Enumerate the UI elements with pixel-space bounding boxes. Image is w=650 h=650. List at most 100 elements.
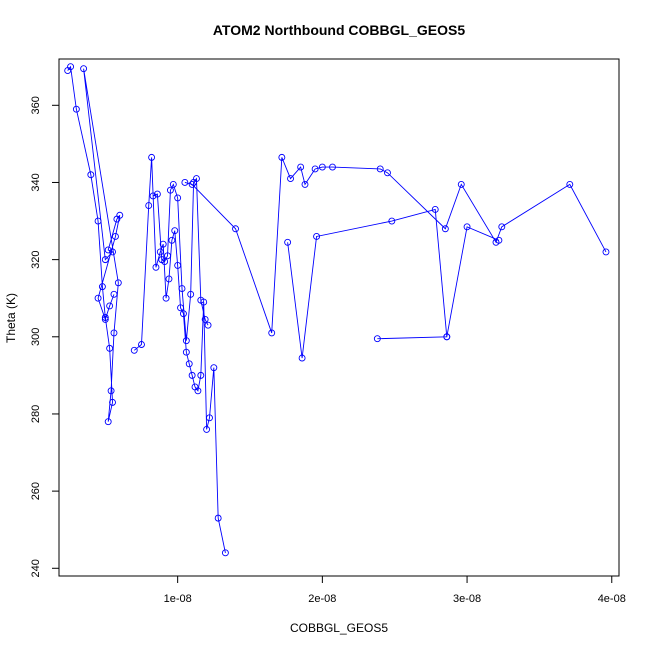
data-point [602, 248, 610, 256]
data-point [165, 275, 173, 283]
x-tick-label: 2e-08 [308, 593, 336, 605]
data-point [94, 294, 102, 302]
data-point [161, 258, 169, 266]
y-tick-label: 320 [30, 250, 42, 268]
data-point [313, 233, 321, 240]
data-point [174, 194, 182, 202]
data-point [166, 186, 174, 194]
data-point [284, 238, 292, 246]
data-point [221, 549, 229, 557]
data-point [182, 337, 190, 345]
data-point [201, 315, 209, 323]
data-point [178, 285, 186, 293]
data-point [153, 190, 161, 198]
y-tick-label: 360 [30, 96, 42, 114]
data-point [495, 236, 503, 244]
data-point [318, 163, 326, 171]
series-line [67, 65, 121, 422]
data-point [116, 211, 124, 219]
series [64, 63, 124, 426]
data-point [214, 514, 222, 522]
series-line [152, 177, 209, 341]
data-point [181, 179, 189, 186]
series-layer [64, 63, 610, 557]
data-point [194, 387, 202, 395]
data-point [106, 344, 114, 352]
data-point [301, 180, 309, 188]
data-point [431, 206, 439, 213]
y-tick-label: 340 [30, 173, 42, 191]
series-line [133, 157, 226, 553]
data-point [232, 225, 239, 233]
plot-frame [58, 58, 620, 577]
data-point [111, 233, 119, 240]
series-line [184, 157, 607, 334]
y-tick-label: 300 [30, 328, 42, 346]
y-tick-label: 260 [30, 482, 42, 500]
data-point [164, 252, 171, 260]
data-point [72, 105, 80, 113]
data-point [87, 171, 95, 179]
data-point [159, 240, 167, 248]
data-point [152, 263, 160, 271]
x-tick-label: 1e-08 [164, 593, 192, 605]
data-point [80, 65, 88, 73]
data-point [185, 360, 193, 368]
data-point [188, 371, 196, 379]
data-point [169, 180, 177, 188]
data-point [104, 418, 112, 426]
data-point [98, 283, 106, 291]
x-tick-label: 4e-08 [598, 593, 626, 605]
data-point [498, 223, 506, 231]
data-point [106, 302, 114, 310]
data-point [197, 371, 205, 379]
data-point [67, 63, 75, 71]
data-point [311, 165, 319, 173]
data-point [130, 346, 138, 354]
y-tick-label: 280 [30, 405, 42, 423]
data-point [110, 329, 118, 337]
data-point [278, 153, 286, 161]
series [181, 153, 610, 337]
data-point [210, 364, 218, 372]
data-point [441, 225, 449, 233]
data-point [94, 217, 102, 225]
data-point [101, 256, 109, 264]
data-point [109, 248, 116, 256]
data-point [149, 192, 157, 200]
data-point [114, 279, 122, 287]
data-point [156, 248, 164, 256]
data-point [457, 180, 465, 188]
data-point [268, 329, 276, 337]
data-point [107, 387, 115, 395]
data-point [329, 163, 336, 171]
data-point [197, 296, 205, 304]
data-point [376, 165, 384, 173]
data-point [193, 175, 200, 183]
data-point [138, 341, 145, 348]
data-point [101, 314, 109, 321]
data-point [566, 180, 574, 188]
data-point [204, 321, 212, 329]
data-point [384, 169, 391, 177]
y-axis-label: Theta (K) [4, 293, 18, 343]
y-tick-label: 240 [30, 559, 42, 577]
data-point [388, 217, 396, 225]
data-point [206, 414, 213, 422]
series [284, 206, 503, 362]
data-point [104, 246, 112, 254]
data-point [187, 290, 195, 298]
data-point [298, 354, 306, 362]
data-point [443, 333, 451, 341]
series [149, 175, 212, 345]
data-point [148, 153, 156, 161]
data-point [101, 315, 109, 323]
data-point [188, 180, 196, 188]
x-axis: 1e-08 2e-08 3e-08 4e-08 [164, 576, 626, 605]
x-axis-label: COBBGL_GEOS5 [290, 621, 388, 635]
data-point [168, 236, 176, 244]
y-axis: 240 260 280 300 320 340 360 [30, 96, 59, 577]
data-point [171, 227, 179, 235]
data-point [182, 348, 190, 356]
